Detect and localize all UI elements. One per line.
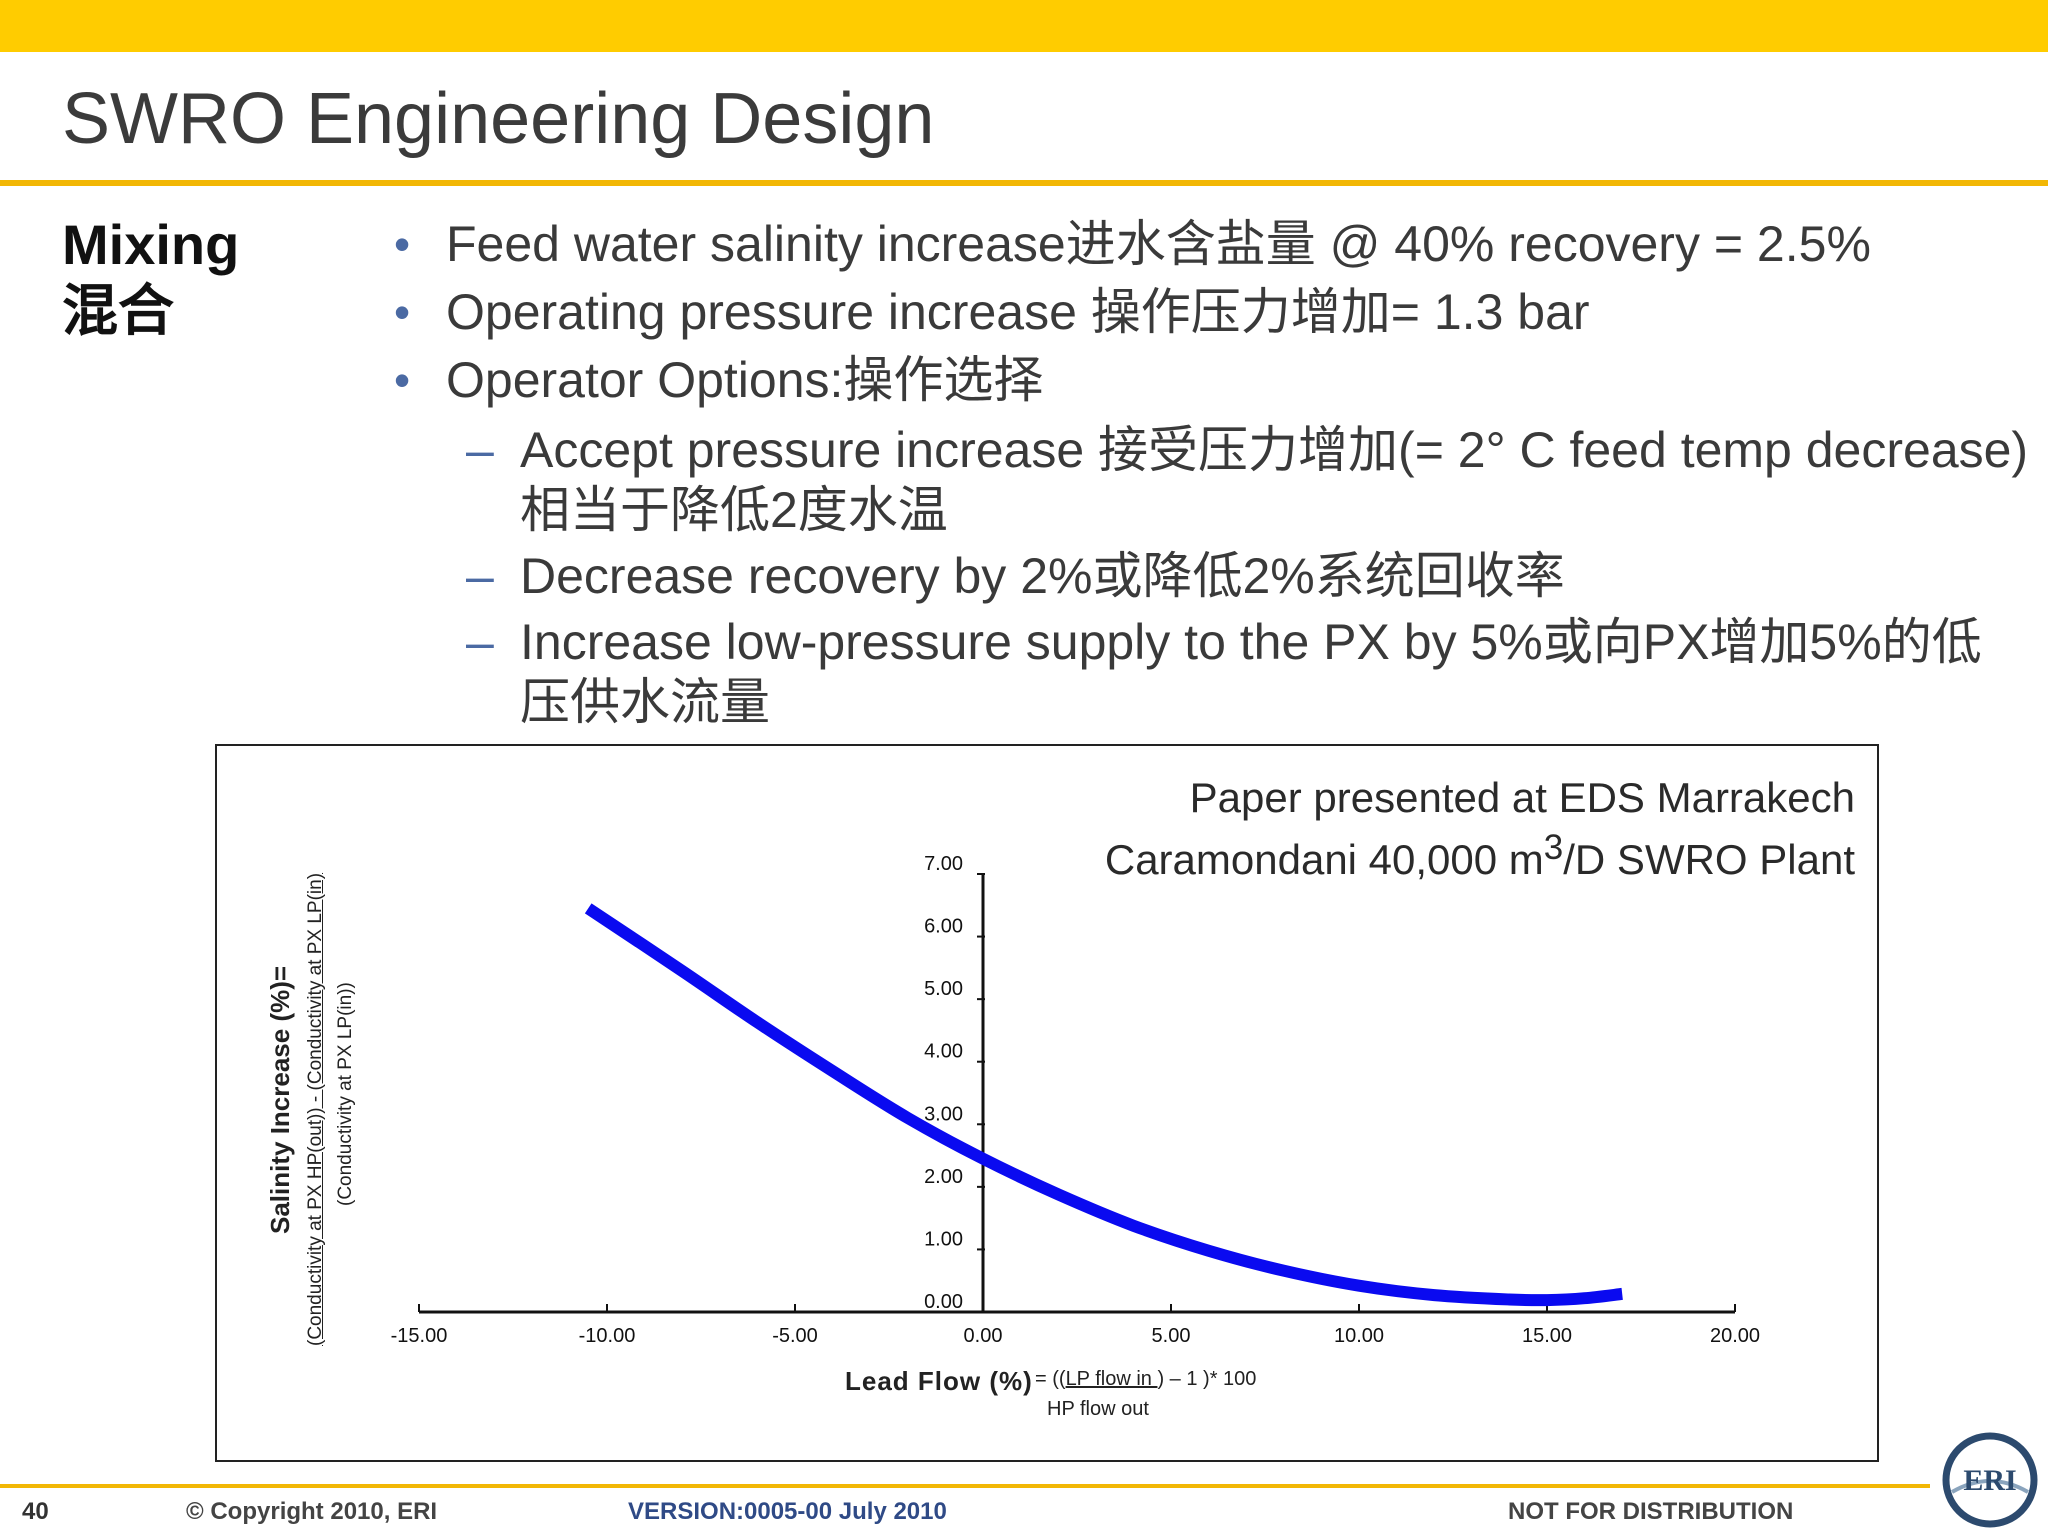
y-axis-label-denominator: (Conductivity at PX LP(in)) bbox=[335, 982, 356, 1206]
footer-divider bbox=[0, 1484, 1930, 1488]
x-axis-label: Lead Flow (%) bbox=[845, 1366, 1033, 1396]
sub-bullet-item: – Accept pressure increase 接受压力增加(= 2° C … bbox=[390, 420, 2030, 540]
logo-text: ERI bbox=[1963, 1464, 2016, 1497]
distribution-notice: NOT FOR DISTRIBUTION bbox=[1508, 1498, 1794, 1525]
source-text-b: /D SWRO Plant bbox=[1563, 836, 1855, 883]
bullet-text: Feed water salinity increase进水含盐量 @ 40% … bbox=[446, 216, 1871, 272]
salinity-series-line bbox=[584, 903, 1623, 1307]
sub-bullet-item: – Increase low-pressure supply to the PX … bbox=[390, 612, 2030, 732]
source-text-a: Caramondani 40,000 m bbox=[1104, 836, 1544, 883]
top-accent-bar bbox=[0, 0, 2048, 52]
y-tick-label: 4.00 bbox=[924, 1041, 963, 1063]
y-tick-label: 0.00 bbox=[924, 1291, 963, 1313]
bullet-dot-icon: • bbox=[394, 218, 411, 270]
y-tick-label: 3.00 bbox=[924, 1103, 963, 1125]
x-tick-label: -5.00 bbox=[772, 1325, 818, 1347]
x-tick-label: 10.00 bbox=[1334, 1325, 1384, 1347]
bullet-dot-icon: • bbox=[394, 354, 411, 406]
source-superscript: 3 bbox=[1543, 828, 1564, 867]
sub-bullet-text: Decrease recovery by 2%或降低2%系统回收率 bbox=[520, 548, 1565, 604]
dash-icon: – bbox=[466, 422, 494, 478]
y-tick-label: 1.00 bbox=[924, 1228, 963, 1250]
x-formula-a: = (( bbox=[1035, 1368, 1066, 1390]
y-axis-label: Salinity Increase (%)= bbox=[265, 965, 295, 1234]
x-tick-label: -10.00 bbox=[579, 1325, 636, 1347]
x-formula-b: ) – 1 )* 100 bbox=[1157, 1368, 1257, 1390]
salinity-chart: -15.00 -10.00 -5.00 0.00 5.00 10.00 15.00 20.00… bbox=[391, 853, 1760, 1347]
dash-icon: – bbox=[466, 548, 494, 604]
version-label: VERSION:0005-00 July 2010 bbox=[628, 1498, 947, 1525]
y-tick-label: 7.00 bbox=[924, 853, 963, 875]
page-number: 40 bbox=[22, 1498, 49, 1525]
sub-bullet-text: Increase low-pressure supply to the PX b… bbox=[520, 614, 1982, 730]
chart-frame: -15.00 -10.00 -5.00 0.00 5.00 10.00 15.00 20.00… bbox=[215, 744, 1879, 1462]
y-tick-label: 6.00 bbox=[924, 916, 963, 938]
bullet-item: • Operating pressure increase 操作压力增加= 1.3… bbox=[390, 278, 2030, 346]
chart-source-line2: Caramondani 40,000 m3/D SWRO Plant bbox=[1105, 828, 1855, 884]
section-heading: Mixing 混合 bbox=[62, 212, 239, 344]
x-tick-label: 20.00 bbox=[1710, 1325, 1760, 1347]
sub-bullet-item: – Decrease recovery by 2%或降低2%系统回收率 bbox=[390, 546, 2030, 606]
y-axis-label-numerator: (Conductivity at PX HP(out)) - (Conducti… bbox=[305, 872, 326, 1346]
eri-logo: ERI bbox=[1942, 1432, 2038, 1528]
chart-source-line1: Paper presented at EDS Marrakech bbox=[1189, 774, 1855, 821]
x-tick-label: 0.00 bbox=[964, 1325, 1003, 1347]
bullet-list: • Feed water salinity increase进水含盐量 @ 40%… bbox=[390, 210, 2030, 732]
x-tick-label: 5.00 bbox=[1152, 1325, 1191, 1347]
section-heading-zh: 混合 bbox=[62, 279, 174, 342]
title-divider bbox=[0, 180, 2048, 186]
section-heading-en: Mixing bbox=[62, 213, 240, 276]
x-formula-numerator: LP flow in bbox=[1065, 1368, 1158, 1390]
x-tick-label: 15.00 bbox=[1522, 1325, 1572, 1347]
copyright: © Copyright 2010, ERI bbox=[186, 1498, 438, 1525]
x-axis-formula: = ((LP flow in ) – 1 )* 100 bbox=[1035, 1368, 1256, 1391]
x-axis-formula-denominator: HP flow out bbox=[1047, 1398, 1149, 1420]
slide-title: SWRO Engineering Design bbox=[62, 79, 935, 159]
bullet-item: • Feed water salinity increase进水含盐量 @ 40%… bbox=[390, 210, 2030, 278]
dash-icon: – bbox=[466, 614, 494, 670]
bullet-text: Operator Options:操作选择 bbox=[446, 352, 1044, 408]
y-tick-label: 5.00 bbox=[924, 978, 963, 1000]
bullet-text: Operating pressure increase 操作压力增加= 1.3 … bbox=[446, 284, 1590, 340]
bullet-dot-icon: • bbox=[394, 286, 411, 338]
bullet-item: • Operator Options:操作选择 bbox=[390, 346, 2030, 414]
x-tick-label: -15.00 bbox=[391, 1325, 448, 1347]
sub-bullet-text: Accept pressure increase 接受压力增加(= 2° C f… bbox=[520, 422, 2029, 538]
y-tick-label: 2.00 bbox=[924, 1166, 963, 1188]
